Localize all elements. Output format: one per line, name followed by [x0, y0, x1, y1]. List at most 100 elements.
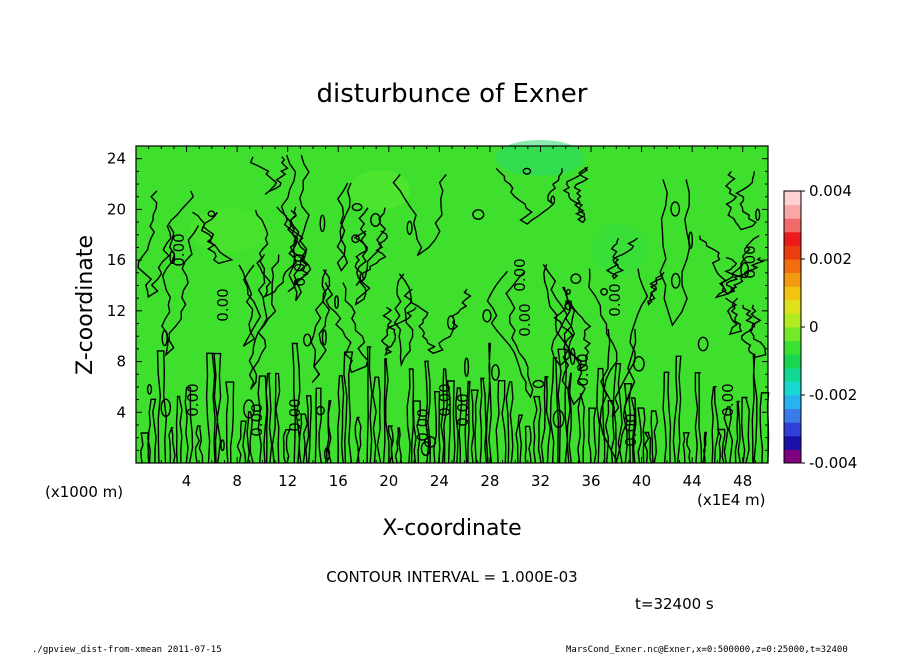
- contour-line: [596, 367, 606, 464]
- y-tick-label: 20: [107, 200, 126, 218]
- contour-label: 0.00: [414, 408, 432, 441]
- contour-line: [257, 375, 268, 464]
- x-tick-label: 40: [632, 472, 651, 490]
- x-tick-label: 4: [182, 472, 192, 490]
- contour-line: [393, 273, 414, 368]
- contour-line: [515, 414, 524, 464]
- contour-label: 0.00: [170, 233, 188, 266]
- x-tick-label: 12: [278, 472, 297, 490]
- colorbar-swatch: [784, 422, 801, 437]
- contour-label: 0.00: [291, 253, 309, 286]
- contour-line: [470, 389, 479, 464]
- contour-loop: [169, 250, 176, 265]
- contour-interval-text: CONTOUR INTERVAL = 1.000E-03: [326, 568, 577, 586]
- colorbar-swatch: [784, 449, 801, 464]
- contour-loop: [243, 399, 255, 419]
- contour-line: [412, 400, 422, 464]
- footer-right: MarsCond_Exner.nc@Exner,x=0:500000,z=0:2…: [566, 645, 848, 654]
- contour-loop: [220, 439, 225, 452]
- contour-line: [392, 174, 447, 257]
- x-tick-label: 44: [683, 472, 702, 490]
- contour-line: [380, 306, 417, 357]
- contour-label: 0.00: [516, 303, 534, 336]
- contour-line: [265, 372, 273, 464]
- contour-label: 0.00: [574, 353, 592, 386]
- time-label: t=32400 s: [635, 595, 714, 613]
- colorbar-tick-label: 0.002: [809, 250, 852, 268]
- contour-line: [310, 269, 331, 384]
- colorbar-swatch: [784, 435, 801, 450]
- contour-label: 0.00: [214, 288, 232, 321]
- y-tick-label: 4: [116, 403, 126, 421]
- colorbar: 0.004 0.002 0 -0.002 -0.004: [783, 182, 857, 472]
- contour-line: [699, 235, 760, 299]
- colorbar-tick-label: -0.002: [809, 386, 857, 404]
- contour-loop: [472, 209, 485, 220]
- colorbar-swatch: [784, 218, 801, 233]
- contour-line: [246, 411, 254, 464]
- contour-line: [343, 351, 354, 464]
- x-tick-label: 8: [232, 472, 242, 490]
- contour-loop: [740, 262, 750, 279]
- x-tick-label: 48: [733, 472, 752, 490]
- colorbar-swatch: [784, 395, 801, 410]
- contour-loop: [564, 300, 573, 311]
- heatmap-field: [136, 140, 768, 463]
- x-unit-label: (x1E4 m): [697, 491, 766, 509]
- contour-line: [662, 371, 672, 464]
- contour-line: [612, 363, 623, 464]
- contour-loop: [490, 364, 500, 381]
- contour-line: [532, 395, 542, 464]
- contour-label: 0.00: [454, 393, 472, 426]
- contour-loop: [319, 214, 326, 233]
- contour-line: [146, 398, 157, 464]
- y-axis: 4 8 12 16 20 24: [107, 150, 768, 451]
- contour-line: [168, 427, 176, 464]
- contour-loop: [447, 315, 456, 330]
- contour-line: [192, 211, 234, 265]
- contour-loop: [370, 212, 381, 227]
- contour-loop: [315, 405, 325, 416]
- contour-line: [280, 154, 310, 302]
- contour-line: [238, 264, 262, 347]
- contour-line: [455, 387, 463, 464]
- contour-line: [540, 376, 552, 464]
- contour-loop: [522, 167, 532, 175]
- contour-line: [446, 380, 456, 464]
- colorbar-swatch: [784, 204, 801, 219]
- contour-line: [643, 431, 652, 464]
- contour-label: 0.00: [436, 383, 454, 416]
- colorbar-swatch: [784, 259, 801, 274]
- contour-line: [175, 395, 183, 464]
- contour-line: [724, 170, 757, 231]
- chart-title: disturbunce of Exner: [317, 79, 588, 109]
- contour-line: [291, 342, 301, 464]
- contour-line: [354, 207, 387, 306]
- contour-label: 0.00: [286, 398, 304, 431]
- contour-line: [650, 410, 659, 464]
- contour-line: [659, 179, 691, 327]
- contour-line: [672, 355, 682, 464]
- field-patch: [495, 140, 585, 176]
- contour-line: [194, 425, 204, 464]
- contour-line: [495, 167, 563, 225]
- contour-loop: [321, 329, 327, 346]
- contour-line: [325, 400, 332, 464]
- contour-loop: [161, 329, 168, 347]
- contour-line: [382, 358, 390, 464]
- contour-label: 0.00: [622, 413, 640, 446]
- contour-line: [137, 190, 195, 299]
- contour-lines: [137, 154, 770, 464]
- contour-loop: [550, 195, 556, 205]
- contour-line: [337, 375, 345, 464]
- contour-line: [249, 156, 289, 195]
- contour-line: [549, 357, 560, 464]
- contour-label: 0.00: [606, 283, 624, 316]
- contour-line: [740, 396, 751, 464]
- colorbar-swatch: [784, 327, 801, 342]
- colorbar-swatch: [784, 299, 801, 314]
- contour-line: [156, 350, 168, 464]
- contour-line: [161, 225, 200, 357]
- y-tick-label: 16: [107, 251, 126, 269]
- y-unit-label: (x1000 m): [45, 483, 123, 501]
